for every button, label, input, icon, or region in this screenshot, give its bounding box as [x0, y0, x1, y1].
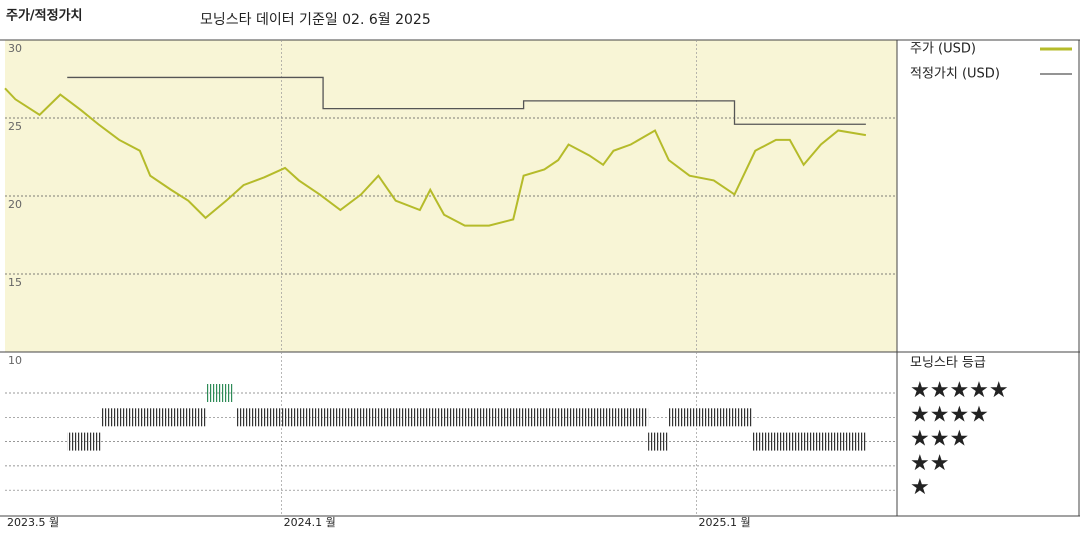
rating-segment: [236, 408, 649, 427]
chart-title: 주가/적정가치: [6, 8, 83, 24]
legend-label: 적정가치 (USD): [910, 67, 1000, 82]
rating-title: 모닝스타 등급: [910, 356, 986, 371]
series-line: [67, 76, 866, 125]
x-tick-label: 2023.5 월: [7, 516, 59, 529]
x-tick-label: 2024.1 월: [284, 516, 336, 529]
y-tick-label: 20: [8, 198, 22, 211]
rating-label: ★★★★: [910, 402, 989, 427]
rating-segment: [67, 432, 102, 451]
y-tick-label: 15: [8, 276, 22, 289]
rating-label: ★★★: [910, 427, 969, 452]
legend-label: 주가 (USD): [910, 42, 976, 57]
series-line: [4, 87, 867, 227]
rating-segment: [668, 408, 752, 427]
y-tick-label: 25: [8, 120, 22, 133]
rating-label: ★★: [910, 451, 949, 476]
rating-label: ★: [910, 475, 930, 500]
rating-segment: [751, 432, 866, 451]
rating-segment: [205, 384, 234, 402]
rating-segment: [648, 432, 669, 451]
x-tick-label: 2025.1 월: [698, 516, 750, 529]
chart-subtitle: 모닝스타 데이터 기준일 02. 6월 2025: [200, 12, 431, 28]
rating-label: ★★★★★: [910, 378, 1009, 403]
rating-segment: [101, 408, 206, 427]
y-tick-label: 30: [8, 42, 22, 55]
y-tick-label: 10: [8, 354, 22, 367]
